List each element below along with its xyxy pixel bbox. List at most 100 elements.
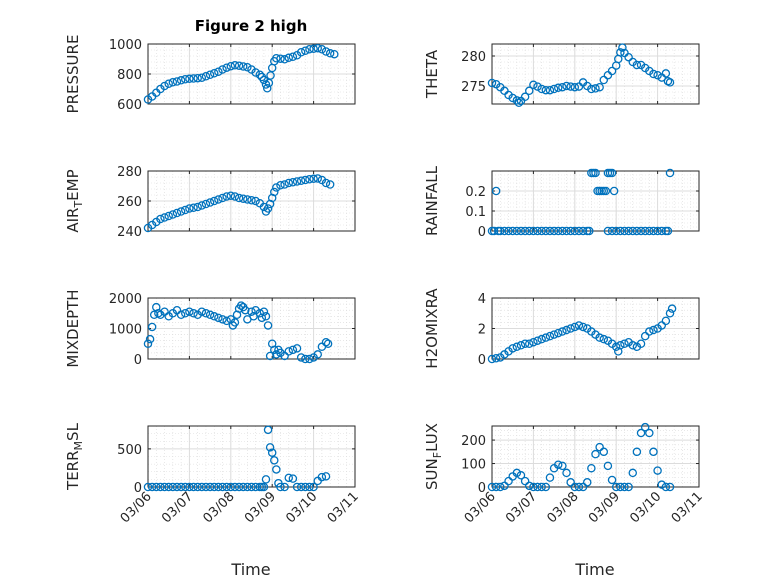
data-point [514, 98, 524, 108]
data-point [611, 342, 621, 352]
data-point [549, 84, 559, 94]
data-point [230, 192, 240, 201]
x-tick-label: 03/08 [545, 489, 582, 526]
data-point [562, 226, 571, 236]
data-point [533, 82, 542, 91]
data-point [665, 78, 675, 87]
data-point [272, 350, 281, 359]
x-tick-label: 03/11 [669, 489, 706, 526]
data-point [665, 482, 675, 492]
data-point [616, 341, 625, 350]
x-tick-label: 03/08 [201, 489, 238, 526]
data-point [189, 74, 198, 83]
data-point [276, 180, 285, 190]
data-point [193, 202, 202, 212]
data-point [301, 46, 310, 56]
data-point [288, 345, 298, 355]
data-point [181, 308, 190, 318]
data-point [628, 341, 638, 350]
x-tick-label: 03/07 [159, 489, 196, 526]
data-point [205, 482, 215, 492]
data-point [541, 333, 551, 342]
data-point [553, 328, 563, 338]
data-point [553, 226, 563, 236]
data-point [657, 321, 666, 330]
data-point [238, 194, 248, 203]
data-point [533, 336, 542, 345]
data-point [284, 473, 294, 483]
data-point [143, 339, 153, 348]
data-point [270, 187, 279, 197]
data-point [234, 61, 244, 71]
data-point [525, 226, 534, 236]
y-axis-label: MIXDEPTH [64, 289, 82, 367]
y-axis-label: SUNFLUX [423, 423, 444, 490]
data-point [570, 482, 580, 492]
data-point [276, 54, 285, 63]
data-point [489, 226, 499, 236]
data-point [541, 482, 551, 492]
data-point [609, 186, 619, 196]
subplot-5: 0 1000 2000 MIXDEPTH [64, 289, 356, 368]
data-point [618, 43, 627, 52]
data-point [595, 333, 604, 342]
data-point [558, 327, 567, 336]
data-point [661, 69, 671, 78]
data-point [603, 461, 613, 471]
data-point [172, 482, 182, 492]
data-point [512, 226, 522, 236]
data-point [562, 325, 571, 335]
data-point [201, 72, 211, 81]
data-point [578, 482, 588, 492]
data-point [624, 52, 633, 62]
data-point [143, 482, 153, 492]
data-point [189, 203, 198, 212]
subplot-1: 600 800 1000 PRESSURE [64, 35, 356, 113]
data-point [172, 208, 182, 218]
y-tick-label: 800 [117, 68, 142, 83]
data-point [566, 82, 575, 91]
data-point [176, 207, 186, 216]
data-point [645, 327, 654, 336]
data-point [305, 45, 314, 54]
data-point [284, 347, 294, 356]
data-point [238, 482, 248, 492]
data-point [193, 73, 202, 83]
data-point [607, 475, 617, 485]
data-point [558, 82, 567, 92]
data-point [234, 193, 244, 203]
data-point [230, 318, 240, 327]
data-point [247, 307, 256, 316]
data-point [512, 468, 522, 478]
data-point [558, 226, 567, 236]
data-point [160, 307, 169, 316]
data-point [541, 226, 551, 236]
data-point [624, 482, 633, 492]
data-point [529, 80, 538, 90]
data-point [525, 339, 534, 348]
data-point [251, 196, 260, 206]
data-point [537, 84, 546, 94]
data-point [284, 53, 294, 63]
data-point [512, 96, 522, 105]
data-point [611, 226, 621, 236]
data-point [201, 199, 211, 209]
data-point [255, 70, 265, 80]
data-point [305, 174, 314, 184]
data-point [301, 482, 310, 492]
data-point [321, 337, 331, 347]
data-point [292, 344, 302, 353]
data-point [214, 482, 223, 492]
data-point [168, 78, 178, 87]
data-point [599, 334, 609, 344]
data-point [261, 475, 271, 484]
data-point [209, 312, 219, 321]
data-point [585, 226, 594, 236]
data-point [313, 43, 322, 53]
data-point [313, 350, 322, 359]
subplot-2: 275 280 THETA [423, 43, 700, 108]
data-point [520, 226, 530, 236]
data-point [172, 77, 182, 86]
data-point [251, 68, 260, 77]
data-point [595, 442, 604, 452]
